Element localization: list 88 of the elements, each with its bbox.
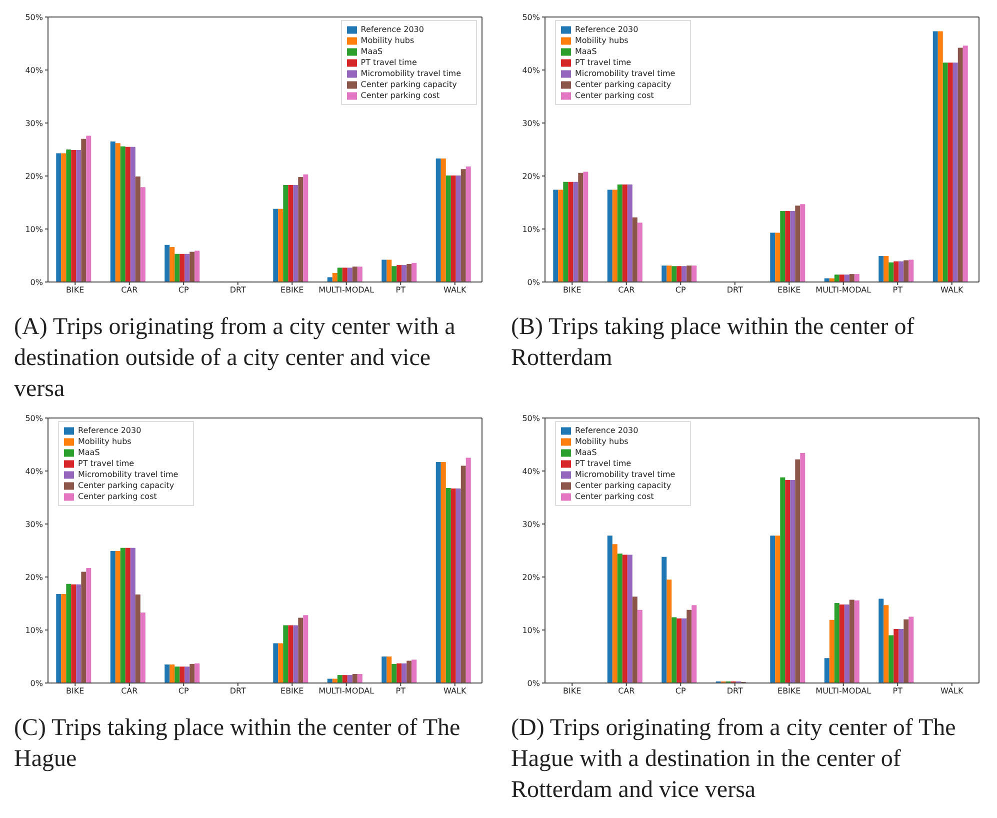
y-tick-label: 10% bbox=[25, 626, 44, 635]
x-tick-label: CP bbox=[178, 286, 189, 295]
x-tick-label: BIKE bbox=[66, 286, 84, 295]
x-tick-label: WALK bbox=[940, 686, 964, 696]
x-tick-label: DRT bbox=[230, 686, 246, 696]
x-tick-label: PT bbox=[892, 286, 903, 295]
legend-label: Center parking cost bbox=[78, 492, 157, 501]
x-tick-label: BIKE bbox=[66, 686, 84, 696]
x-tick-label: WALK bbox=[940, 286, 964, 295]
x-tick-label: CAR bbox=[121, 686, 138, 696]
x-tick-label: CAR bbox=[618, 286, 636, 295]
x-tick-label: EBIKE bbox=[778, 686, 801, 696]
legend-label: Center parking capacity bbox=[360, 80, 457, 89]
legend-label: PT travel time bbox=[360, 58, 417, 67]
legend-label: Center parking capacity bbox=[575, 80, 672, 89]
y-tick-label: 40% bbox=[25, 466, 44, 476]
x-tick-label: MULTI-MODAL bbox=[816, 286, 872, 295]
x-tick-label: MULTI-MODAL bbox=[318, 286, 375, 295]
y-tick-label: 40% bbox=[522, 466, 540, 476]
y-tick-label: 10% bbox=[522, 626, 540, 635]
x-tick-label: CAR bbox=[618, 686, 636, 696]
x-tick-label: DRT bbox=[726, 686, 743, 696]
legend-label: Center parking cost bbox=[360, 91, 440, 100]
x-tick-label: CAR bbox=[121, 286, 138, 295]
legend-label: Center parking cost bbox=[575, 492, 654, 501]
x-tick-label: WALK bbox=[444, 286, 467, 295]
y-tick-label: 50% bbox=[25, 12, 44, 22]
legend-label: Reference 2030 bbox=[360, 25, 424, 34]
legend-label: Center parking capacity bbox=[78, 481, 174, 490]
legend-label: Mobility hubs bbox=[360, 36, 414, 45]
y-tick-label: 30% bbox=[522, 520, 540, 529]
x-tick-label: PT bbox=[396, 286, 406, 295]
legend-label: Micromobility travel time bbox=[575, 69, 676, 78]
y-tick-label: 20% bbox=[25, 172, 44, 181]
text: (A) Trips originating from a city center with a destination outside of a city center and vice versa bbox=[13, 313, 456, 404]
x-tick-label: EBIKE bbox=[280, 286, 304, 295]
y-tick-label: 50% bbox=[25, 414, 44, 423]
x-tick-label: BIKE bbox=[563, 286, 582, 295]
y-tick-label: 40% bbox=[25, 66, 44, 75]
y-tick-label: 10% bbox=[522, 224, 540, 234]
x-tick-label: WALK bbox=[444, 686, 467, 696]
y-tick-label: 50% bbox=[522, 12, 540, 22]
x-tick-label: MULTI-MODAL bbox=[318, 686, 375, 696]
y-tick-label: 30% bbox=[25, 520, 44, 529]
y-tick-label: 0% bbox=[527, 678, 540, 688]
y-tick-label: 30% bbox=[522, 118, 540, 128]
x-tick-label: CP bbox=[178, 686, 189, 696]
legend-label: MaaS bbox=[360, 47, 383, 56]
x-tick-label: EBIKE bbox=[778, 286, 801, 295]
legend-label: MaaS bbox=[575, 47, 597, 56]
x-tick-label: EBIKE bbox=[280, 686, 304, 696]
x-tick-label: CP bbox=[675, 686, 686, 696]
legend-label: MaaS bbox=[78, 448, 100, 457]
x-tick-label: BIKE bbox=[563, 686, 582, 696]
y-tick-label: 30% bbox=[25, 118, 44, 128]
y-tick-label: 0% bbox=[30, 278, 44, 287]
x-tick-label: CP bbox=[675, 286, 686, 295]
text: (D) Trips originating from a city center of The Hague with a destination in the center of Rotterdam and vice versa bbox=[510, 714, 957, 805]
x-tick-label: MULTI-MODAL bbox=[816, 686, 872, 696]
y-tick-label: 20% bbox=[522, 572, 540, 582]
x-tick-label: PT bbox=[892, 686, 903, 696]
y-tick-label: 20% bbox=[522, 172, 540, 181]
x-tick-label: DRT bbox=[726, 286, 743, 295]
legend-label: Reference 2030 bbox=[575, 25, 638, 34]
legend-label: Reference 2030 bbox=[575, 426, 638, 435]
legend-label: Mobility hubs bbox=[575, 36, 628, 45]
legend-label: PT travel time bbox=[78, 459, 134, 468]
y-tick-label: 10% bbox=[25, 224, 44, 234]
y-tick-label: 50% bbox=[522, 414, 540, 423]
legend-label: Reference 2030 bbox=[78, 426, 142, 435]
legend-label: Micromobility travel time bbox=[360, 69, 461, 78]
legend-label: PT travel time bbox=[575, 58, 632, 67]
text: (C) Trips taking place within the center of The Hague bbox=[13, 714, 462, 774]
legend-label: Center parking cost bbox=[575, 91, 654, 100]
text: (B) Trips taking place within the center of Rotterdam bbox=[510, 313, 916, 373]
legend-label: Mobility hubs bbox=[78, 437, 132, 446]
y-tick-label: 40% bbox=[522, 66, 540, 75]
legend-label: PT travel time bbox=[575, 459, 632, 468]
legend-label: Micromobility travel time bbox=[78, 470, 178, 479]
legend-label: Center parking capacity bbox=[575, 481, 672, 490]
y-tick-label: 20% bbox=[25, 572, 44, 582]
legend-label: Micromobility travel time bbox=[575, 470, 676, 479]
x-tick-label: PT bbox=[396, 686, 406, 696]
y-tick-label: 0% bbox=[30, 678, 44, 688]
y-tick-label: 0% bbox=[527, 278, 540, 287]
legend-label: Mobility hubs bbox=[575, 437, 628, 446]
x-tick-label: DRT bbox=[230, 286, 246, 295]
legend-label: MaaS bbox=[575, 448, 597, 457]
